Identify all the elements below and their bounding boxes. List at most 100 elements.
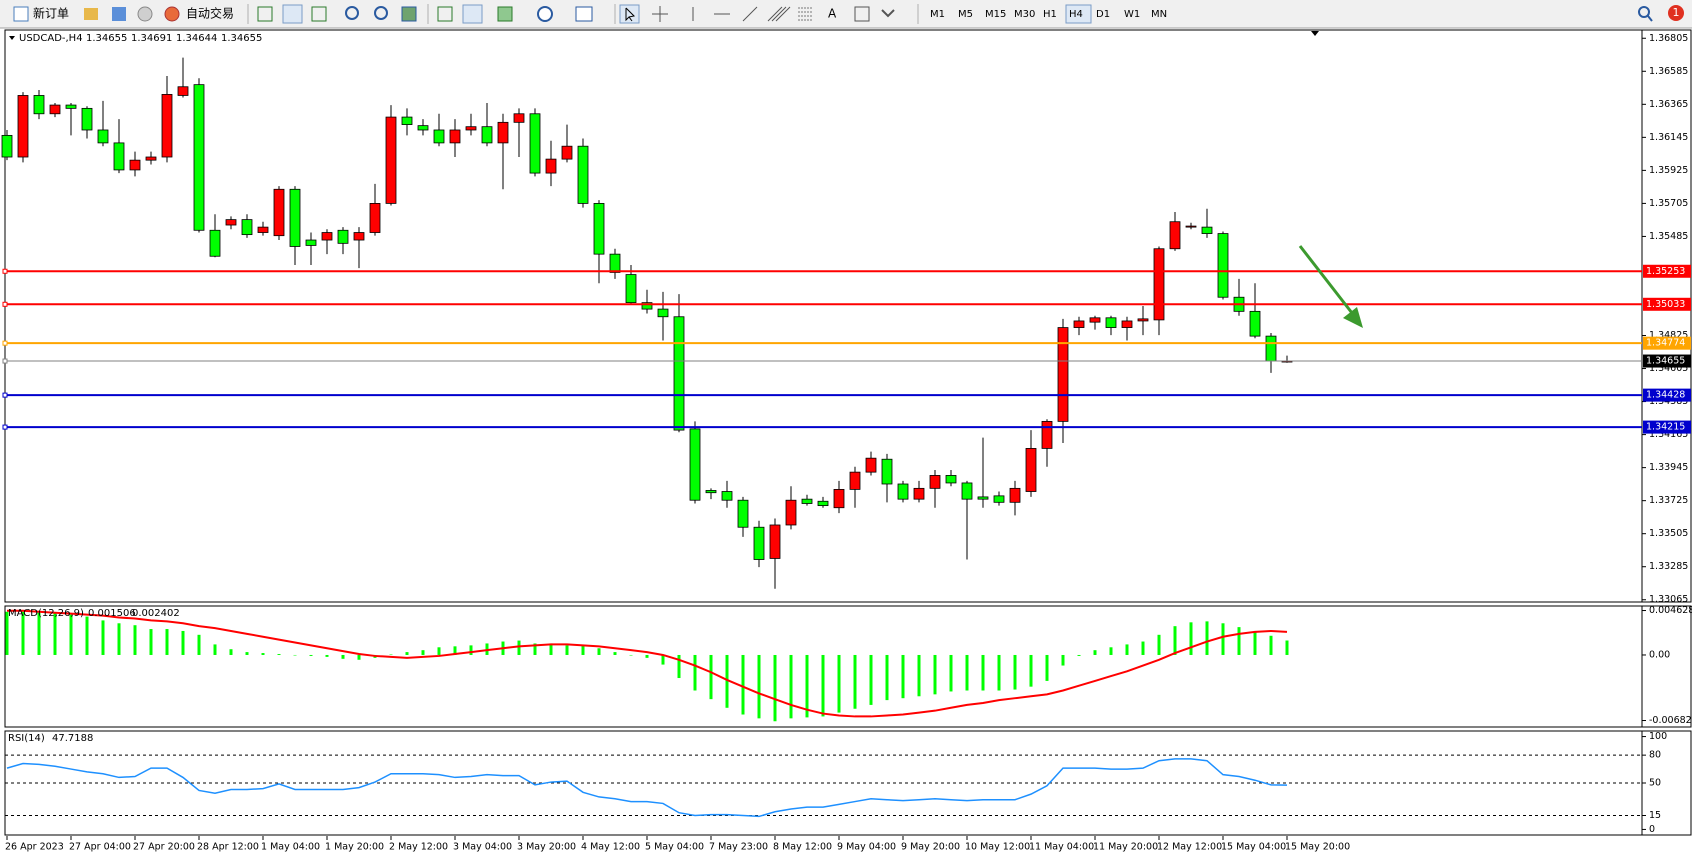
x-tick-label: 26 Apr 2023 [5,842,64,853]
candle-body [33,95,45,115]
timeframe-button[interactable]: M30 [1014,9,1035,20]
toolbar: 新订单 自动交易 A M1 M5 M15 M30 H1 H4 D1 W1 MN [0,0,1692,29]
templates-icon[interactable] [575,6,593,22]
candle-body [801,498,813,504]
auto-trading-button[interactable]: 自动交易 [186,6,234,21]
timeframe-button[interactable]: D1 [1096,9,1110,20]
candle-body [1009,487,1021,503]
tile-icon[interactable] [401,6,417,22]
candle-body [401,116,413,125]
candle-body [49,104,61,115]
text-tool[interactable]: A [828,7,837,21]
timeframe-button[interactable]: M15 [985,9,1006,20]
x-tick-label: 12 May 12:00 [1157,842,1222,853]
cursor-tool[interactable] [619,4,640,24]
chart-shift-icon[interactable] [462,4,483,24]
y-tick-label: 1.34825 [1649,330,1688,341]
auto-trading-icon[interactable] [164,6,180,22]
y-tick-label: 1.35705 [1649,198,1688,209]
level-label: 1.34774 [1646,338,1685,349]
fibo-tool[interactable] [798,7,812,21]
axis-bg [1641,29,1692,603]
timeframe-button[interactable]: MN [1151,9,1167,20]
timeframe-button[interactable]: M1 [930,9,945,20]
timeframe-button[interactable]: H4 [1069,9,1083,20]
candle-body [257,226,269,233]
x-tick-label: 28 Apr 12:00 [197,842,259,853]
x-tick-label: 1 May 20:00 [325,842,384,853]
level-handle [2,268,8,274]
line-chart-icon[interactable] [311,6,327,22]
candles-icon[interactable] [282,4,303,24]
level-label-bg [1643,264,1691,278]
candle-body [161,94,173,158]
trendline-tool[interactable] [742,6,758,22]
candle-body [353,232,365,241]
candle-body [1201,226,1213,234]
candle-body [1089,317,1101,323]
timeframe-button[interactable]: M5 [958,9,973,20]
candle-body [225,219,237,226]
periods-icon[interactable] [537,6,553,22]
notification-badge[interactable] [1668,5,1684,21]
candle-body [641,302,653,310]
rsi-line [6,758,1288,818]
autoscroll-icon[interactable] [437,6,453,22]
zoom-in-icon[interactable] [345,6,359,20]
x-tick-label: 3 May 20:00 [517,842,576,853]
toolbar-bg [0,0,1692,28]
x-tick-label: 11 May 04:00 [1029,842,1094,853]
channel-tool[interactable] [767,6,791,22]
candle-body [145,156,157,161]
ohlc-readout: 1.34655 [86,33,127,44]
y-tick-label: 1.35925 [1649,165,1688,176]
crosshair-tool[interactable] [652,6,668,22]
new-order-button[interactable]: 新订单 [33,6,69,21]
indicators-icon[interactable] [497,6,513,22]
candle-body [769,524,781,559]
timeframe-button[interactable]: H1 [1043,9,1057,20]
candle-body [993,495,1005,503]
zoom-out-icon[interactable] [374,6,388,20]
search-icon-handle [1647,15,1653,22]
candle-body [1217,233,1229,298]
label-tool[interactable] [854,6,870,22]
y-tick-label: 0.004628 [1649,605,1692,616]
level-label-bg [1643,336,1691,350]
candle-body [305,239,317,246]
bar-chart-icon[interactable] [257,6,273,22]
candle-body [209,229,221,257]
candle-body [65,104,77,109]
candle-body [561,145,573,160]
new-order-icon[interactable] [13,6,29,22]
candle-body [1073,320,1085,328]
ohlc-readout: 1.34644 [176,33,217,44]
macd-value: 0.001506 [88,608,136,619]
candle-body [929,475,941,489]
y-tick-label: 1.36585 [1649,66,1688,77]
toolbar-icon[interactable] [137,6,153,22]
level-label: 1.34655 [1646,356,1685,367]
timeframe-button[interactable]: W1 [1124,9,1140,20]
candle-body [833,489,845,509]
y-tick-label: 1.34165 [1649,429,1688,440]
search-icon[interactable] [1638,6,1650,18]
arrows-tool[interactable] [881,9,895,18]
y-tick-label: 0 [1649,824,1655,835]
candle-body [593,203,605,255]
level-handle [2,424,8,430]
toolbar-icon[interactable] [84,8,98,20]
y-tick-label: -0.006825 [1649,715,1692,726]
candle-body [81,107,93,131]
level-handle [2,301,8,307]
toolbar-icon[interactable] [112,7,126,21]
candle-body [529,113,541,174]
ohlc-readout: 1.34691 [131,33,172,44]
y-tick-label: 1.33725 [1649,495,1688,506]
candle-body [673,316,685,431]
candle-body [513,113,525,123]
candle-body [1265,335,1277,362]
x-tick-label: 15 May 20:00 [1285,842,1350,853]
signal-value: 0.002402 [132,608,180,619]
